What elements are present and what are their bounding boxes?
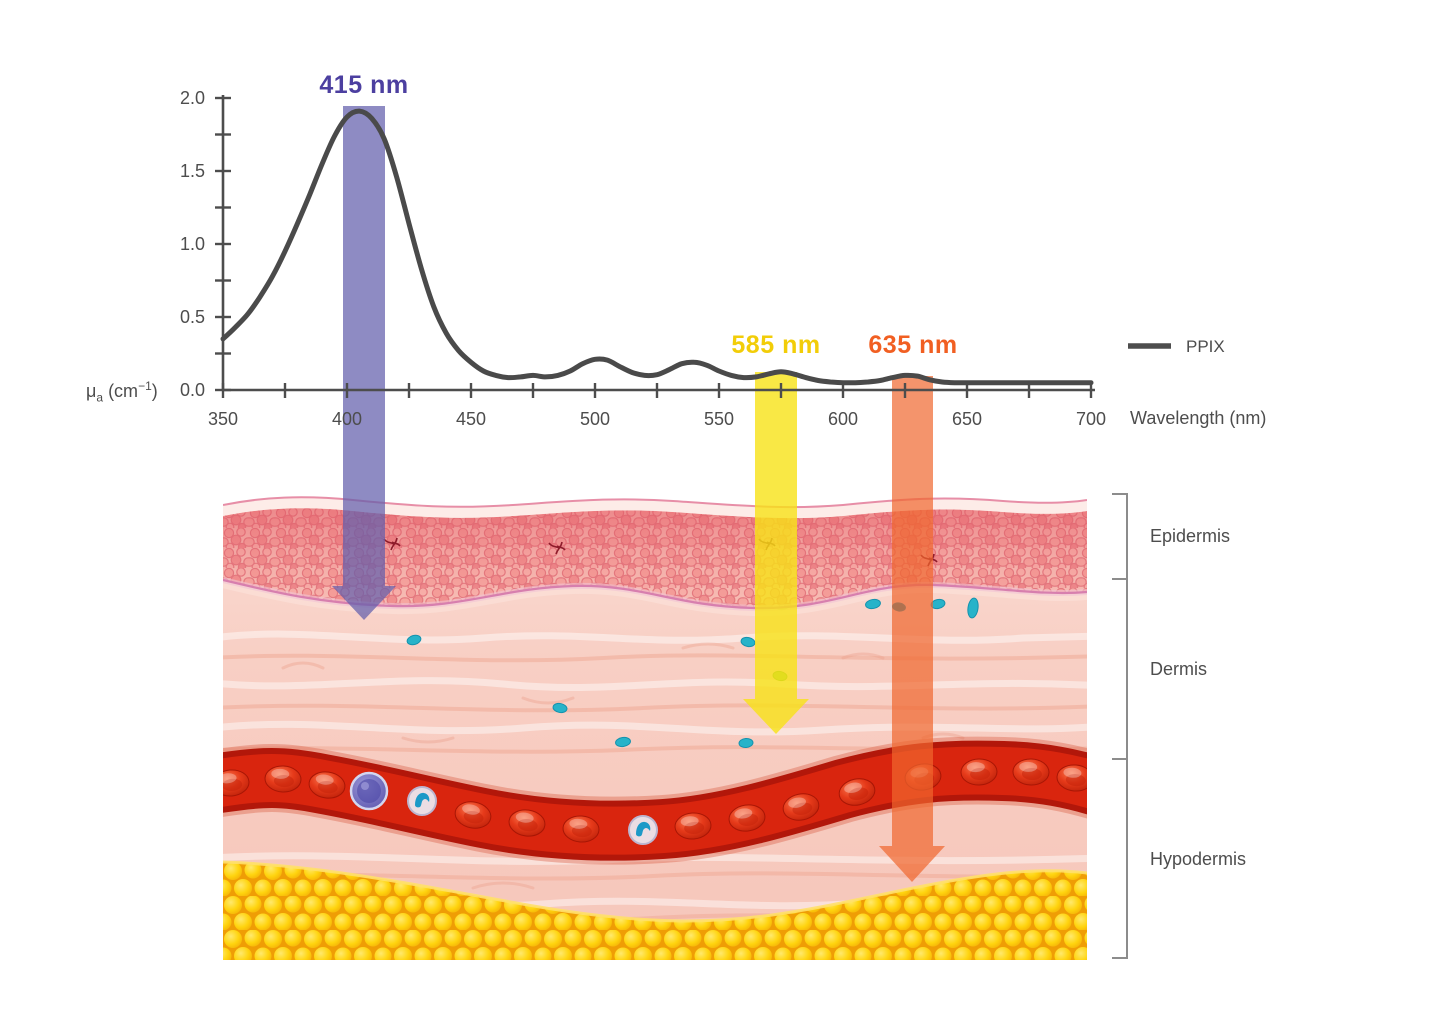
label-dermis: Dermis: [1150, 659, 1207, 679]
beam-label-415nm: 415 nm: [319, 71, 409, 99]
label-hypodermis: Hypodermis: [1150, 849, 1247, 869]
svg-text:700: 700: [1076, 409, 1106, 429]
layer-bracket-tick: [1112, 493, 1128, 495]
layer-bracket: [1126, 493, 1128, 959]
beam-label-585nm: 585 nm: [731, 331, 821, 359]
legend-label: PPIX: [1186, 337, 1225, 356]
svg-text:350: 350: [208, 409, 238, 429]
layer-bracket-tick: [1112, 578, 1128, 580]
x-axis-ticks: [221, 383, 1093, 398]
layer-bracket-tick: [1112, 758, 1128, 760]
y-axis-ticks: [215, 96, 231, 392]
x-axis-title: Wavelength (nm): [1130, 408, 1266, 428]
svg-text:400: 400: [332, 409, 362, 429]
hypodermis-fat-layer: [223, 860, 1087, 960]
x-axis-tick-labels: 350 400 450 500 550 600 650 700: [208, 409, 1106, 429]
label-epidermis: Epidermis: [1150, 526, 1231, 546]
beam-585nm: [743, 372, 809, 734]
svg-text:1.5: 1.5: [180, 161, 205, 181]
svg-text:650: 650: [952, 409, 982, 429]
layer-bracket-tick: [1112, 957, 1128, 959]
dermis-layer: [223, 497, 1087, 960]
svg-text:500: 500: [580, 409, 610, 429]
white-blood-cells: [349, 771, 658, 845]
svg-text:0.0: 0.0: [180, 380, 205, 400]
ppix-absorption-curve: [220, 108, 1094, 386]
skin-cross-section-illustration: [223, 496, 1087, 960]
blood-vessel: [223, 736, 1087, 865]
svg-text:2.0: 2.0: [180, 88, 205, 108]
y-axis-title: μa (cm−1): [86, 379, 158, 405]
svg-text:1.0: 1.0: [180, 234, 205, 254]
beam-label-635nm: 635 nm: [868, 331, 958, 359]
svg-text:550: 550: [704, 409, 734, 429]
svg-text:600: 600: [828, 409, 858, 429]
svg-text:0.5: 0.5: [180, 307, 205, 327]
absorption-spectrum-chart: 350 400 450 500 550 600 650 700 0.0 0.5 1.0 1.5 2.0…: [180, 88, 1266, 429]
epidermis-layer: [223, 496, 1087, 617]
beam-635nm: [879, 376, 945, 882]
y-axis-tick-labels: 0.0 0.5 1.0 1.5 2.0: [180, 88, 205, 400]
beam-415nm: [332, 106, 396, 620]
svg-text:450: 450: [456, 409, 486, 429]
chart-legend: PPIX: [1128, 337, 1225, 356]
